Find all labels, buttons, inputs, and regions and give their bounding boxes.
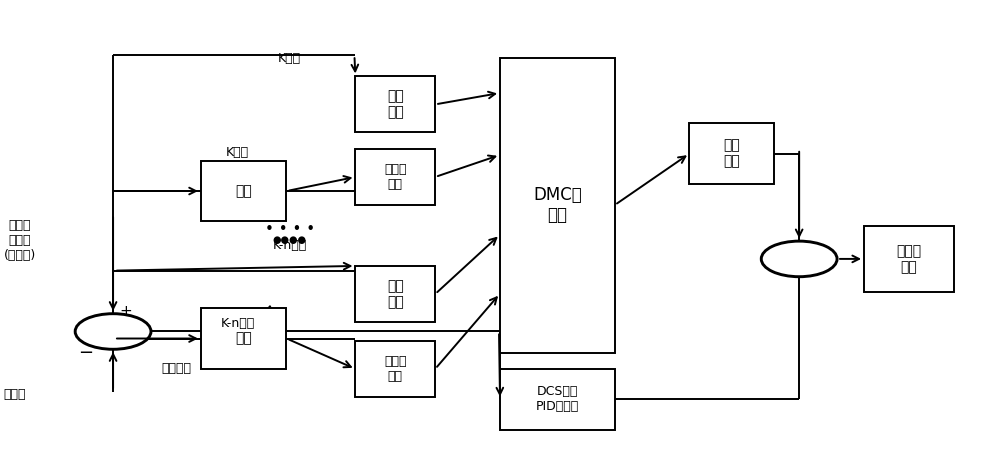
Text: −: −: [79, 344, 94, 363]
Bar: [500, 57, 615, 353]
Bar: [201, 161, 286, 221]
Bar: [355, 341, 435, 397]
Text: 偏差
因子: 偏差 因子: [387, 279, 404, 309]
Circle shape: [761, 241, 837, 276]
Bar: [689, 123, 774, 184]
Text: K-n时刻: K-n时刻: [272, 239, 307, 252]
Text: K时刻: K时刻: [278, 52, 301, 65]
Text: ●●●●: ●●●●: [273, 235, 307, 245]
Text: +: +: [120, 304, 132, 319]
Text: 差分: 差分: [235, 332, 252, 346]
Bar: [500, 369, 615, 430]
Bar: [355, 266, 435, 322]
Text: 喷氨阀
开度: 喷氨阀 开度: [896, 244, 921, 274]
Text: DCS中原
PID控制器: DCS中原 PID控制器: [536, 385, 579, 414]
Text: 输出
量化: 输出 量化: [723, 138, 740, 169]
Text: 喷氨量
设定值
(优化值): 喷氨量 设定值 (优化值): [3, 219, 36, 262]
Text: 测量值: 测量值: [3, 388, 26, 401]
Text: DMC控
制器: DMC控 制器: [533, 186, 582, 225]
Text: 偏差变
化率: 偏差变 化率: [384, 355, 407, 383]
Text: • • • •: • • • •: [265, 222, 315, 237]
Text: 切换开关: 切换开关: [161, 363, 191, 375]
Text: 差分: 差分: [235, 184, 252, 198]
Bar: [864, 226, 954, 292]
Bar: [201, 308, 286, 369]
Bar: [355, 76, 435, 132]
Circle shape: [75, 314, 151, 349]
Text: K时刻: K时刻: [226, 146, 249, 159]
Bar: [355, 149, 435, 205]
Text: 偏差变
化率: 偏差变 化率: [384, 163, 407, 191]
Text: 偏差
因子: 偏差 因子: [387, 89, 404, 120]
Text: K-n时刻: K-n时刻: [221, 317, 255, 330]
